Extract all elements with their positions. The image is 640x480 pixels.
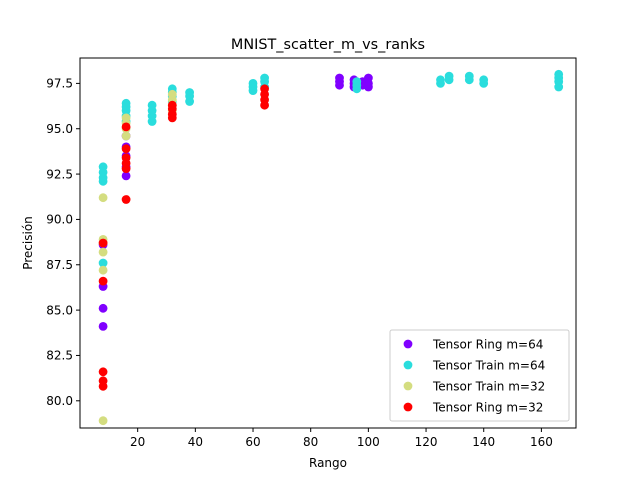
point-s2-13 (167, 89, 177, 99)
point-s1-33 (444, 71, 454, 81)
point-s3-5 (121, 195, 131, 204)
y-tick-label-0: 80.0 (46, 394, 73, 408)
legend-marker-3 (403, 402, 413, 412)
point-s2-0 (98, 416, 108, 426)
legend-box (389, 329, 570, 422)
point-s0-11 (335, 73, 344, 83)
legend-label-0: Tensor Ring m=64 (432, 337, 543, 351)
point-s2-5 (98, 193, 108, 203)
point-s2-9 (121, 113, 131, 123)
point-s1-3 (98, 162, 108, 172)
point-s3-9 (121, 144, 131, 154)
legend-marker-2 (403, 381, 413, 391)
x-axis: 20 40 60 80 100 120 140 160 (130, 428, 553, 449)
x-tick-label-5: 120 (415, 435, 438, 449)
y-axis-label: Precisión (21, 216, 35, 270)
point-s3-8 (121, 153, 131, 163)
point-s1-26 (260, 73, 269, 83)
y-tick-label-3: 87.5 (46, 258, 73, 272)
plot-frame (79, 57, 577, 429)
point-s1-31 (436, 75, 445, 85)
y-tick-label-7: 97.5 (46, 77, 73, 91)
legend-marker-0 (403, 339, 413, 349)
point-s3-4 (98, 238, 108, 248)
point-s1-35 (464, 71, 474, 81)
legend: Tensor Ring m=64 Tensor Train m=64 Tensor … (389, 329, 570, 422)
legend-label-2: Tensor Train m=32 (432, 379, 545, 393)
legend-label-3: Tensor Ring m=32 (432, 400, 543, 414)
point-s3-10 (121, 122, 131, 132)
point-s2-6 (121, 131, 131, 141)
y-tick-label-4: 90.0 (46, 213, 73, 227)
point-s3-2 (98, 367, 108, 377)
y-tick-label-2: 85.0 (46, 303, 73, 317)
point-s1-4 (98, 258, 108, 268)
x-tick-label-4: 100 (357, 435, 380, 449)
y-axis: 80.0 82.5 85.0 87.5 90.0 92.5 95.0 97.5 (46, 77, 80, 408)
point-s0-0 (98, 322, 108, 331)
point-s3-14 (167, 100, 177, 110)
point-s1-23 (248, 79, 258, 88)
x-axis-label: Rango (309, 456, 347, 470)
point-s0-1 (98, 303, 108, 313)
x-tick-label-6: 140 (472, 435, 495, 449)
point-s1-29 (352, 77, 362, 86)
y-tick-label-5: 92.5 (46, 167, 73, 181)
points-layer (98, 69, 564, 426)
legend-label-1: Tensor Train m=64 (432, 358, 545, 372)
point-s1-20 (185, 88, 195, 97)
point-s2-1 (98, 265, 108, 275)
x-tick-label-1: 40 (188, 435, 203, 449)
chart-title: MNIST_scatter_m_vs_ranks (231, 37, 425, 53)
x-tick-label-0: 20 (130, 435, 145, 449)
point-s0-4 (121, 171, 131, 181)
x-tick-label-7: 160 (530, 435, 553, 449)
point-s2-2 (98, 247, 108, 257)
point-s1-13 (147, 100, 157, 110)
point-s0-19 (364, 73, 373, 83)
point-s1-9 (121, 98, 131, 108)
y-tick-label-1: 82.5 (46, 349, 73, 363)
point-s3-18 (260, 84, 269, 94)
point-s3-1 (98, 376, 108, 386)
x-tick-label-3: 80 (303, 435, 318, 449)
x-tick-label-2: 60 (245, 435, 260, 449)
y-tick-label-6: 95.0 (46, 122, 73, 136)
legend-marker-1 (403, 360, 413, 370)
point-s3-3 (98, 276, 108, 286)
point-s1-41 (554, 69, 564, 79)
point-s1-37 (479, 75, 489, 85)
